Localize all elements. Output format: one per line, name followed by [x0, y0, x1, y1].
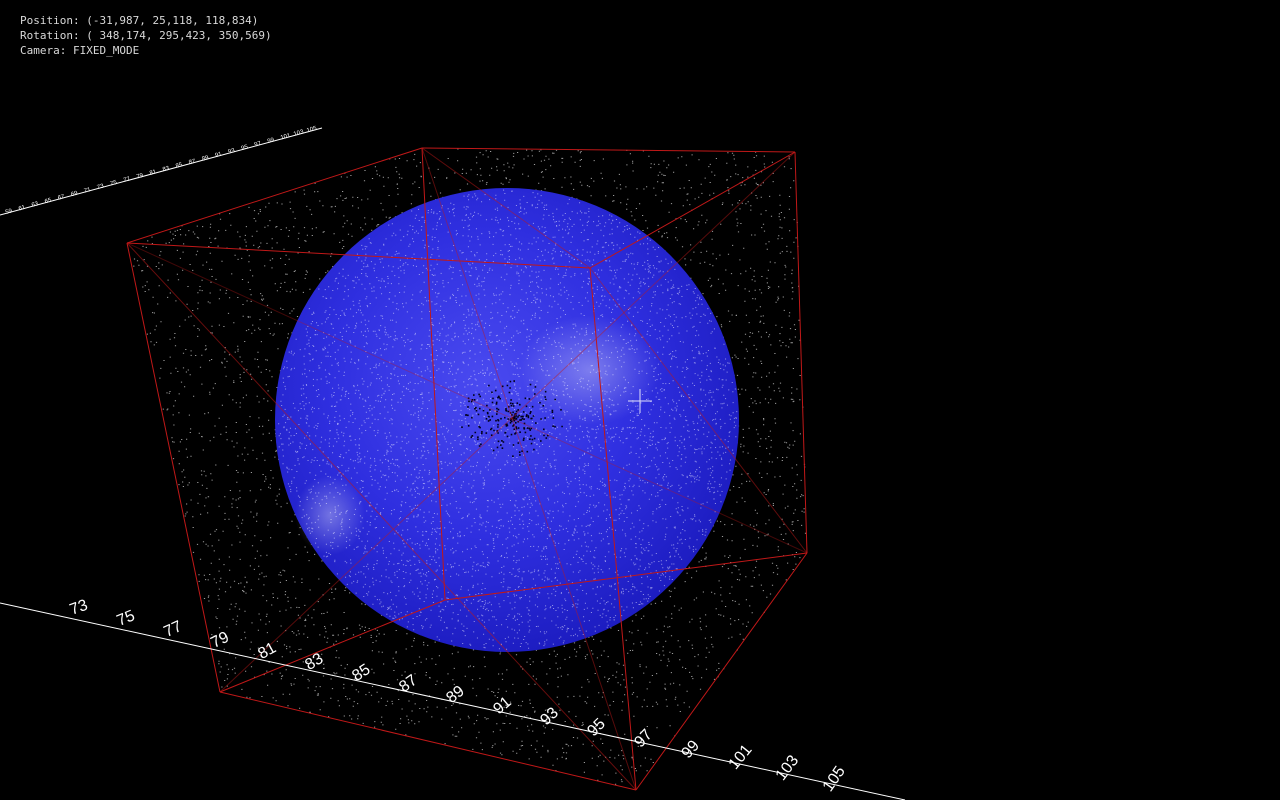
front-axis-tick-label: 105	[820, 763, 849, 795]
back-axis-tick-label: 63	[31, 201, 40, 209]
back-axis-tick-label: 97	[254, 141, 263, 149]
back-axis-tick-label: 101	[280, 133, 292, 142]
front-axis-tick-label: 103	[773, 752, 803, 784]
sphere-center-cluster	[461, 380, 563, 457]
back-axis-tick-label: 61	[18, 205, 27, 213]
back-axis-tick-label: 65	[44, 197, 53, 205]
sphere-highlight	[520, 315, 660, 425]
back-axis-tick-label: 91	[214, 151, 223, 159]
sphere-surface-points	[278, 189, 738, 650]
front-axis-tick-label: 89	[443, 683, 468, 707]
front-axis-tick-label: 83	[302, 650, 326, 674]
crosshair-icon	[628, 389, 652, 413]
front-axis-tick-label: 95	[584, 715, 609, 740]
back-axis-line	[0, 127, 323, 216]
front-axis-tick-label: 73	[68, 597, 91, 619]
front-axis-tick-label: 101	[726, 741, 756, 773]
back-axis-tick-label: 103	[293, 129, 305, 138]
front-axis-tick-label: 77	[161, 618, 184, 641]
front-axis-tick-label: 79	[208, 629, 232, 652]
sphere-glare	[295, 475, 365, 555]
front-axis-tick-label: 99	[678, 737, 703, 762]
hud-camera-mode: Camera: FIXED_MODE	[20, 44, 140, 57]
sphere	[275, 188, 739, 652]
back-axis-tick-label: 89	[201, 155, 210, 163]
back-axis-tick-label: 95	[241, 144, 250, 152]
front-axis-tick-label: 97	[631, 726, 656, 751]
back-axis-tick-label: 105	[306, 126, 318, 135]
back-axis-tick-label: 75	[110, 180, 119, 188]
back-axis-tick-label: 99	[267, 137, 276, 145]
back-axis-tick-label: 73	[97, 183, 106, 191]
front-axis-tick-label: 75	[114, 607, 137, 630]
back-axis-tick-label: 59	[5, 208, 14, 216]
back-axis-tick-label: 67	[57, 194, 66, 202]
bounding-cube	[126, 147, 808, 791]
back-axis-tick-label: 81	[149, 169, 158, 177]
back-axis-tick-label: 79	[136, 173, 145, 181]
hud-rotation: Rotation: ( 348,174, 295,423, 350,569)	[20, 29, 272, 42]
back-axis-tick-label: 77	[123, 176, 132, 184]
hud-position: Position: (-31,987, 25,118, 118,834)	[20, 14, 259, 27]
front-axis-tick-label: 93	[537, 704, 562, 729]
back-axis-tick-label: 85	[175, 162, 184, 170]
back-axis-tick-label: 83	[162, 166, 171, 174]
front-axis-line	[0, 602, 906, 800]
back-axis-ticks: 59 61 63 65 67 69 71 73 75 77 79 81 83 85 87 89 91 93 95 97…	[5, 126, 318, 216]
front-axis-tick-label: 85	[349, 661, 373, 685]
front-axis-tick-label: 87	[396, 672, 420, 696]
back-axis-tick-label: 87	[188, 158, 197, 166]
hud-overlay: Position: (-31,987, 25,118, 118,834) Rota…	[20, 13, 272, 58]
back-axis-tick-label: 71	[83, 187, 92, 195]
back-axis-tick-label: 69	[70, 190, 79, 198]
back-axis-tick-label: 93	[228, 148, 237, 156]
front-axis-tick-label: 81	[255, 639, 279, 663]
